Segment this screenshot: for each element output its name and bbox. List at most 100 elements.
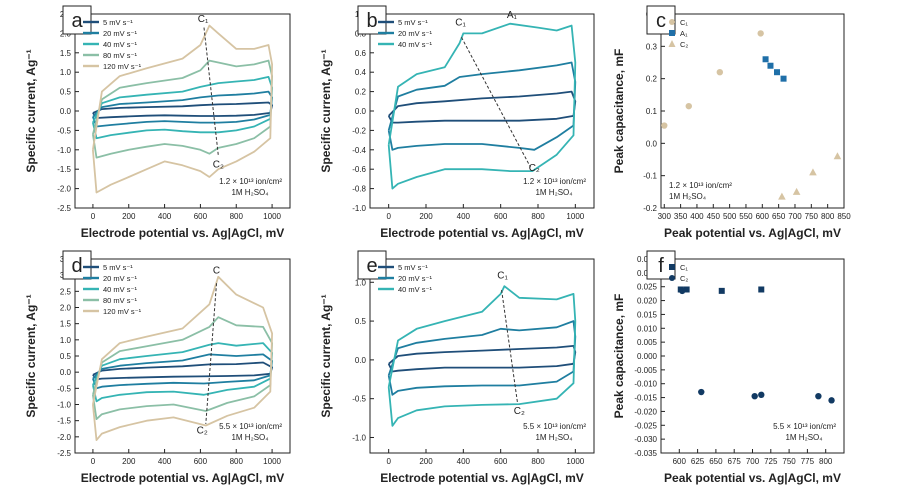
- condition-note: 1M H₂SO₄: [535, 188, 572, 197]
- panel-letter: d: [71, 255, 82, 277]
- y-tick-label: -0.020: [634, 407, 657, 416]
- x-tick-label: 1000: [263, 457, 281, 466]
- data-point: [716, 69, 724, 76]
- y-tick-label: -0.5: [352, 395, 366, 404]
- y-tick-label: -1.5: [57, 165, 71, 174]
- y-tick-label: -2.5: [57, 204, 71, 213]
- y-tick-label: 0.5: [355, 317, 367, 326]
- series-line: [92, 275, 274, 442]
- y-tick-label: 0.0: [60, 107, 72, 116]
- legend-label: 5 mV s⁻¹: [398, 18, 428, 27]
- peak-label: C₂: [213, 159, 224, 170]
- y-tick-label: 0.005: [637, 338, 658, 347]
- x-tick-label: 700: [746, 457, 760, 466]
- x-axis-label: Peak potential vs. Ag|AgCl, mV: [664, 226, 841, 240]
- x-tick-label: 800: [230, 457, 244, 466]
- x-tick-label: 1000: [566, 212, 584, 221]
- data-point: [815, 392, 822, 400]
- y-tick-label: 0.025: [637, 283, 658, 292]
- x-tick-label: 0: [386, 457, 391, 466]
- y-tick-label: 0.2: [646, 75, 658, 84]
- y-tick-label: 1.0: [355, 278, 367, 287]
- panel-e: 0 200 400 600 800 1000 -1.0 -0.5 0.0 0.5 1.0 Electr…: [319, 250, 595, 485]
- peak-guide-line: [205, 283, 218, 424]
- condition-note: 1M H₂SO₄: [669, 192, 706, 201]
- peak-label: C₂: [514, 406, 525, 417]
- data-point: [757, 30, 764, 37]
- y-tick-label: 0.020: [637, 297, 658, 306]
- legend-swatch: [668, 40, 676, 47]
- y-tick-label: 0.0: [646, 139, 658, 148]
- y-axis-label: Specific current, Ag⁻¹: [24, 49, 38, 172]
- legend-label: 20 mV s⁻¹: [103, 29, 137, 38]
- panel-a: 0 200 400 600 800 1000 -2.5 -2.0 -1.5 -1.0 -0.5 0.0…: [24, 5, 291, 240]
- y-tick-label: 1.0: [60, 68, 72, 77]
- x-axis-label: Electrode potential vs. Ag|AgCl, mV: [81, 226, 285, 240]
- y-tick-label: -1.0: [352, 204, 366, 213]
- condition-note: 1M H₂SO₄: [231, 188, 268, 197]
- y-tick-label: -1.0: [57, 146, 71, 155]
- legend-label: 5 mV s⁻¹: [103, 18, 133, 27]
- x-tick-label: 0: [386, 212, 391, 221]
- x-tick-label: 600: [673, 457, 687, 466]
- condition-note: 5.5 × 10¹³ ion/cm²: [523, 422, 586, 431]
- data-point: [683, 286, 690, 293]
- data-point: [758, 286, 765, 293]
- y-tick-label: 0.2: [355, 88, 367, 97]
- panel-letter-box: [62, 250, 92, 280]
- y-tick-label: -0.2: [643, 204, 657, 213]
- x-tick-label: 775: [801, 457, 815, 466]
- legend-label: C₁: [680, 18, 688, 27]
- legend-label: 40 mV s⁻¹: [398, 40, 432, 49]
- y-tick-label: 1.0: [60, 336, 72, 345]
- panel-letter-box: [357, 250, 387, 280]
- x-tick-label: 0: [91, 212, 96, 221]
- series-line: [387, 320, 577, 396]
- x-tick-label: 200: [419, 457, 433, 466]
- legend-label: 40 mV s⁻¹: [103, 40, 137, 49]
- y-tick-label: -0.5: [57, 384, 71, 393]
- y-tick-label: -0.1: [643, 172, 657, 181]
- peak-label: C₁: [497, 270, 508, 281]
- panel-letter: c: [656, 10, 666, 32]
- y-tick-label: 2.0: [60, 304, 72, 313]
- y-tick-label: -0.025: [634, 421, 657, 430]
- x-tick-label: 1000: [566, 457, 584, 466]
- x-tick-label: 400: [158, 457, 172, 466]
- peak-label: A₁: [507, 10, 518, 21]
- data-point: [679, 287, 686, 295]
- x-axis-label: Electrode potential vs. Ag|AgCl, mV: [380, 471, 584, 485]
- data-point: [828, 397, 835, 404]
- data-point: [809, 168, 817, 176]
- data-point: [833, 152, 842, 160]
- y-tick-label: 1.5: [60, 49, 72, 58]
- y-tick-label: -1.0: [57, 401, 71, 410]
- legend-label: 80 mV s⁻¹: [103, 296, 137, 305]
- x-tick-label: 650: [772, 212, 786, 221]
- x-tick-label: 850: [837, 212, 851, 221]
- panel-letter-box: [357, 5, 387, 35]
- x-axis-label: Electrode potential vs. Ag|AgCl, mV: [81, 471, 285, 485]
- condition-note: 1.2 × 10¹³ ion/cm²: [523, 177, 586, 186]
- y-tick-label: 0.4: [355, 68, 367, 77]
- legend-swatch: [669, 19, 675, 25]
- series-line: [92, 24, 274, 194]
- x-tick-label: 800: [819, 457, 833, 466]
- x-tick-label: 600: [194, 457, 208, 466]
- plot-frame: [369, 258, 595, 454]
- panel-f: 600 625 650 675 700 725 750 775 800 -0.035 -0.030 -…: [612, 250, 845, 485]
- y-tick-label: 2.5: [60, 287, 72, 296]
- legend-label: 20 mV s⁻¹: [398, 29, 432, 38]
- x-tick-label: 400: [457, 212, 471, 221]
- y-tick-label: -0.015: [634, 394, 657, 403]
- peak-label: C₁: [455, 18, 466, 29]
- y-tick-label: -0.4: [352, 146, 366, 155]
- panel-letter: f: [658, 255, 664, 277]
- data-point: [774, 69, 781, 76]
- legend-label: 40 mV s⁻¹: [398, 285, 432, 294]
- y-axis-label: Peak capacitance, mF: [612, 294, 626, 419]
- condition-note: 5.5 × 10¹³ ion/cm²: [219, 422, 282, 431]
- x-tick-label: 1000: [263, 212, 281, 221]
- series-line: [387, 344, 577, 373]
- peak-label: C: [213, 266, 220, 277]
